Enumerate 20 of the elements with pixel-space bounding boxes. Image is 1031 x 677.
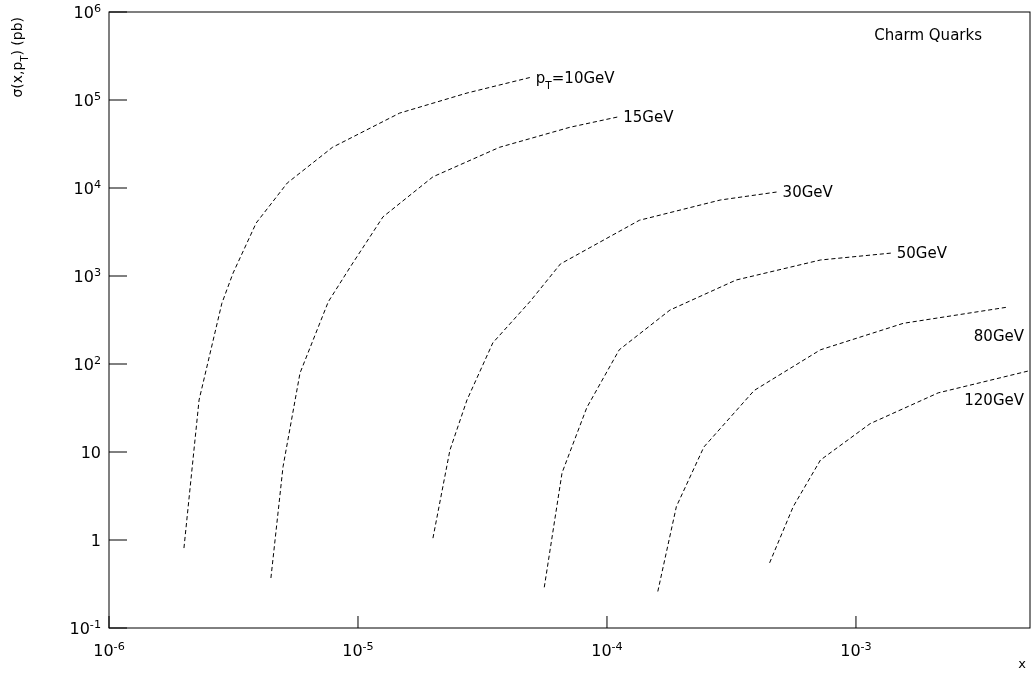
x-axis-title: x [1018,656,1027,671]
x-tick-label: 10$^{-6}$ [93,639,125,660]
x-tick-label: 10$^{-5}$ [342,639,374,660]
series-label: p$_{T}$=10GeV [535,68,616,91]
series-label: 30GeV [782,183,834,202]
x-tick-label: 10$^{-4}$ [591,639,623,660]
series-label: 80GeV [973,327,1025,346]
series-label: 120GeV [964,391,1025,410]
x-tick-label: 10$^{-3}$ [840,639,872,660]
y-tick-label: 10$^{-1}$ [69,617,101,638]
y-tick-label: 10$^{2}$ [73,353,101,374]
series-label: 15GeV [623,108,675,127]
y-tick-label: 1 [90,531,101,550]
text: Charm Quarks [874,26,983,44]
y-tick-label: 10$^{4}$ [73,177,101,198]
series-label: 50GeV [896,244,948,263]
y-tick-label: 10 [80,443,101,462]
y-tick-label: 10$^{6}$ [73,1,101,22]
y-tick-label: 10$^{5}$ [73,89,101,110]
y-tick-label: 10$^{3}$ [73,265,101,286]
